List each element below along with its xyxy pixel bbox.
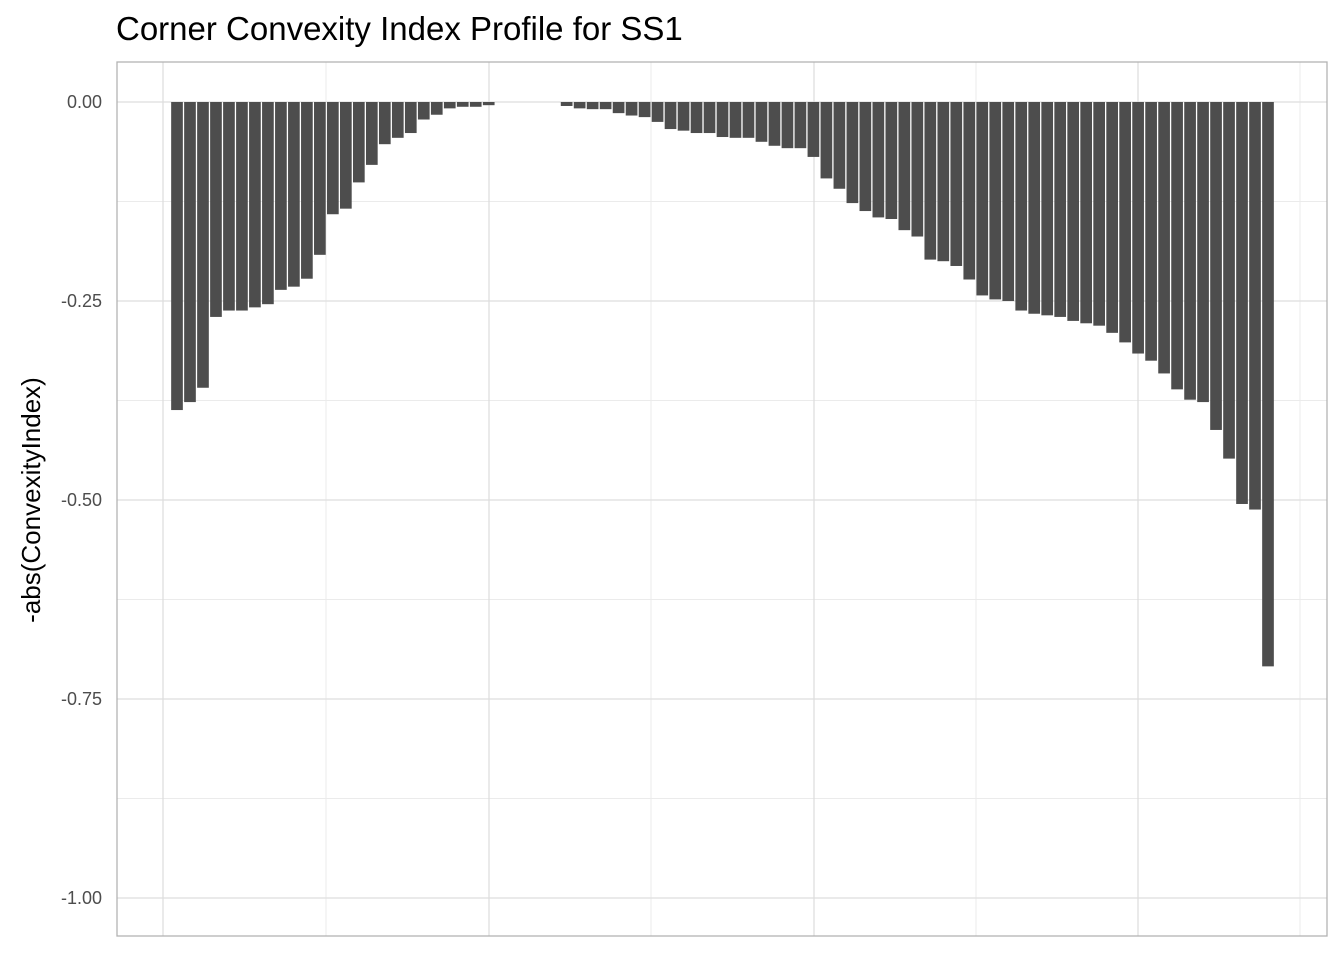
bar: [417, 102, 430, 120]
bar: [301, 102, 313, 279]
chart-title: Corner Convexity Index Profile for SS1: [116, 10, 683, 47]
bar: [729, 102, 742, 138]
grid-minor: [117, 62, 1327, 936]
bar: [885, 102, 898, 220]
y-tick-label: -0.75: [61, 689, 102, 709]
bar: [586, 102, 599, 110]
bars: [171, 102, 1274, 667]
bar: [716, 102, 729, 138]
bar: [859, 102, 872, 212]
bar: [768, 102, 781, 146]
bar: [963, 102, 976, 280]
bar: [482, 102, 495, 106]
bar: [1184, 102, 1196, 400]
bar: [184, 102, 196, 403]
bar: [314, 102, 326, 255]
bar: [197, 102, 209, 388]
bar: [352, 102, 365, 183]
bar: [1132, 102, 1144, 354]
bar: [469, 102, 482, 107]
bar: [1106, 102, 1118, 333]
bar: [1067, 102, 1080, 321]
bar: [275, 102, 287, 290]
bar: [1223, 102, 1235, 459]
bar: [430, 102, 443, 115]
bar: [911, 102, 924, 237]
bar: [807, 102, 820, 157]
bar: [625, 102, 638, 116]
bar: [1028, 102, 1041, 314]
y-tick-labels: 0.00 -0.25 -0.50 -0.75 -1.00: [61, 92, 102, 908]
bar: [703, 102, 716, 134]
bar: [1236, 102, 1248, 504]
bar: [820, 102, 833, 179]
bar: [1054, 102, 1067, 317]
bar: [924, 102, 937, 260]
bar: [340, 102, 352, 209]
bar: [171, 102, 183, 411]
bar: [573, 102, 586, 109]
bar: [236, 102, 248, 311]
bar: [443, 102, 456, 109]
bar: [833, 102, 846, 189]
y-axis-label: -abs(ConvexityIndex): [16, 377, 46, 623]
bar: [1002, 102, 1015, 301]
bar: [898, 102, 911, 231]
bar: [1145, 102, 1157, 361]
bar: [664, 102, 677, 130]
bar: [651, 102, 664, 122]
bar: [638, 102, 651, 118]
bar: [391, 102, 404, 138]
y-tick-label: -0.50: [61, 490, 102, 510]
bar: [1197, 102, 1209, 403]
bar: [937, 102, 950, 262]
bar: [794, 102, 807, 149]
bar: [378, 102, 391, 145]
bar: [781, 102, 794, 149]
bar: [262, 102, 274, 305]
bar: [1158, 102, 1170, 374]
y-tick-label: -1.00: [61, 888, 102, 908]
bar: [365, 102, 378, 165]
bar: [950, 102, 963, 266]
grid-major: [117, 62, 1327, 936]
bar: [872, 102, 885, 218]
bar: [742, 102, 755, 138]
bar: [677, 102, 690, 131]
bar: [223, 102, 235, 311]
bar: [1041, 102, 1054, 316]
bar: [1093, 102, 1105, 326]
bar: [1015, 102, 1028, 311]
bar: [612, 102, 625, 114]
bar: [249, 102, 261, 308]
y-tick-label: -0.25: [61, 291, 102, 311]
bar: [846, 102, 859, 204]
bar: [210, 102, 222, 317]
bar: [404, 102, 417, 134]
bar: [599, 102, 612, 110]
bar: [288, 102, 300, 287]
bar: [1262, 102, 1274, 667]
bar: [560, 102, 573, 106]
bar: [1119, 102, 1131, 343]
bar: [1249, 102, 1261, 510]
bar: [989, 102, 1002, 300]
bar: [1080, 102, 1093, 324]
bar: [755, 102, 768, 142]
plot-panel-border: [116, 61, 1328, 937]
bar: [690, 102, 703, 134]
y-tick-label: 0.00: [67, 92, 102, 112]
bar: [327, 102, 339, 215]
bar: [1171, 102, 1183, 390]
bar: [976, 102, 989, 296]
bar: [456, 102, 469, 107]
bar: [1210, 102, 1222, 430]
